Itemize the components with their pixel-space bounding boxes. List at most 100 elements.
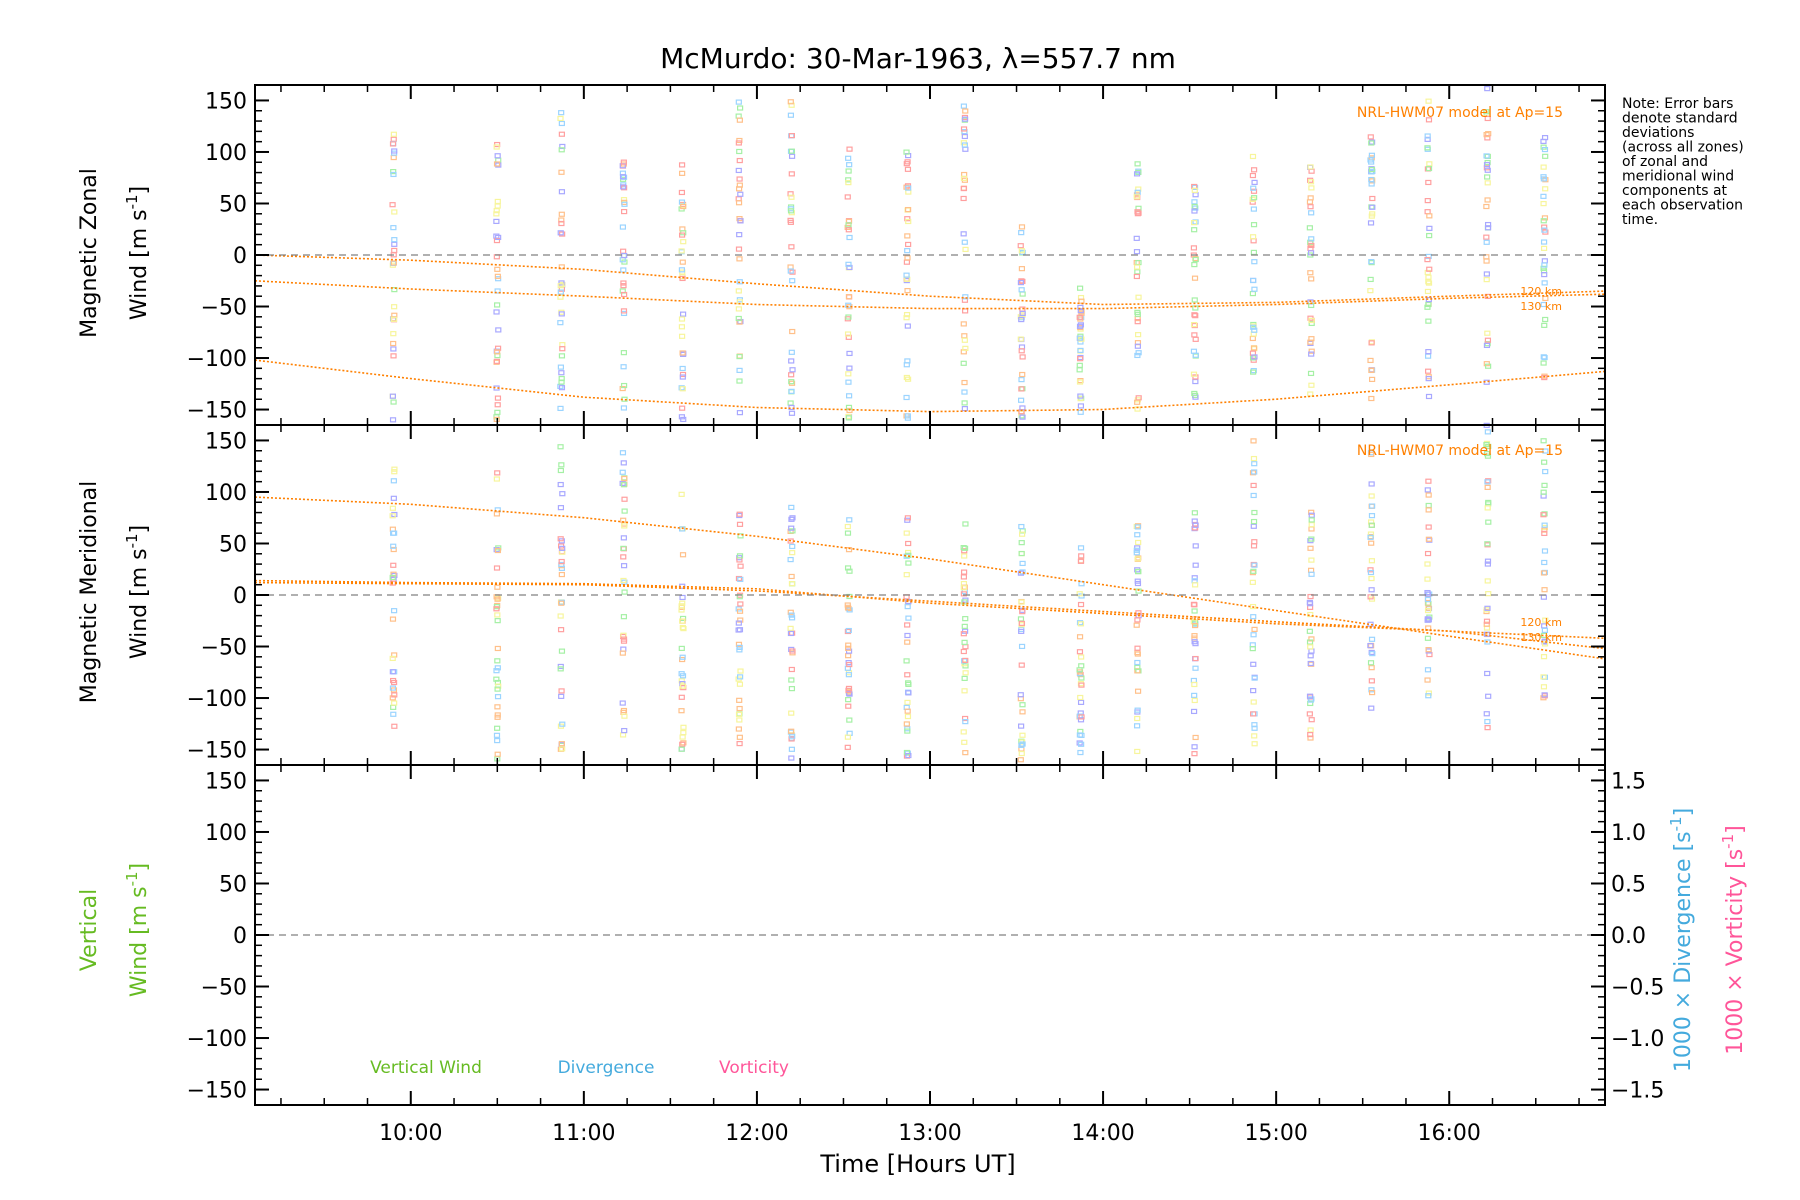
obs-point <box>620 308 628 314</box>
obs-point <box>962 345 969 351</box>
obs-point <box>1077 621 1085 627</box>
obs-point <box>1077 393 1084 399</box>
obs-point <box>1017 243 1024 249</box>
obs-point <box>494 203 501 209</box>
obs-point <box>558 741 565 747</box>
obs-point <box>494 725 501 731</box>
obs-point <box>903 272 910 278</box>
obs-point <box>1367 643 1374 649</box>
obs-point <box>1424 133 1431 139</box>
obs-point <box>1368 481 1375 487</box>
obs-point <box>1367 357 1374 364</box>
obs-point <box>1483 342 1491 349</box>
obs-point <box>736 627 744 633</box>
meridional-ylabel-line2-group: Wind [m s-1] <box>123 525 152 659</box>
obs-point <box>620 707 628 714</box>
obs-point <box>1368 181 1375 187</box>
obs-point <box>1484 484 1491 490</box>
obs-point <box>735 315 742 322</box>
x-tick-label: 14:00 <box>1071 1121 1134 1146</box>
zonal-ylabel-end: ] <box>127 186 152 195</box>
obs-point <box>558 370 565 376</box>
obs-point <box>905 206 912 213</box>
obs-point <box>390 316 398 322</box>
obs-point <box>391 287 398 293</box>
obs-point <box>1542 153 1549 159</box>
obs-point <box>845 415 852 421</box>
obs-point <box>621 185 628 191</box>
obs-point <box>962 670 969 676</box>
x-axis-label: Time [Hours UT] <box>819 1150 1015 1178</box>
obs-point <box>1135 332 1142 338</box>
obs-point <box>1424 288 1432 295</box>
obs-point <box>788 686 796 692</box>
obs-point <box>1484 115 1491 122</box>
obs-point <box>961 661 968 667</box>
obs-point <box>788 349 795 355</box>
vorticity-ylabel-sup: -1 <box>1719 834 1737 849</box>
obs-point <box>1250 167 1258 173</box>
obs-point <box>493 211 500 217</box>
obs-point <box>1251 286 1258 292</box>
obs-point <box>389 695 396 701</box>
obs-point <box>903 658 910 664</box>
obs-point <box>788 148 795 154</box>
obs-point <box>389 513 396 519</box>
obs-point <box>961 239 968 245</box>
y-tick-label: 0 <box>233 924 247 949</box>
obs-point <box>737 191 744 197</box>
obs-point <box>495 162 502 168</box>
obs-point <box>736 367 743 374</box>
obs-point <box>1135 350 1142 356</box>
obs-point <box>1485 693 1492 699</box>
obs-point <box>1250 277 1257 284</box>
obs-point <box>736 232 743 238</box>
obs-point <box>788 573 795 580</box>
obs-point <box>558 385 566 391</box>
obs-point <box>1424 607 1432 614</box>
obs-point <box>845 222 852 228</box>
obs-point <box>1307 653 1314 659</box>
x-tick-label: 11:00 <box>552 1121 615 1146</box>
obs-point <box>962 719 969 725</box>
obs-point <box>903 311 911 318</box>
obs-point <box>960 175 968 181</box>
obs-point <box>391 530 398 536</box>
obs-point <box>1018 620 1025 626</box>
obs-point <box>788 677 795 683</box>
obs-point <box>493 511 501 517</box>
obs-point <box>620 405 628 411</box>
note-line: time. <box>1622 212 1658 228</box>
obs-point <box>389 574 396 581</box>
obs-point <box>558 561 565 568</box>
obs-point <box>620 460 627 466</box>
obs-point <box>1017 314 1024 320</box>
obs-point <box>1251 195 1258 201</box>
meridional-ylabel-line1-group: Magnetic Meridional <box>77 481 102 703</box>
obs-point <box>391 692 398 698</box>
obs-point <box>1133 273 1140 280</box>
obs-point <box>736 353 743 360</box>
obs-point <box>1307 700 1314 707</box>
obs-point <box>1018 550 1025 557</box>
obs-point <box>390 478 397 484</box>
obs-point <box>1077 356 1084 362</box>
obs-point <box>559 143 566 150</box>
obs-point <box>1250 711 1257 717</box>
obs-point <box>1484 479 1491 485</box>
obs-point <box>678 333 686 339</box>
obs-point <box>1249 579 1256 585</box>
obs-point <box>960 648 967 655</box>
obs-point <box>1191 744 1198 750</box>
obs-point <box>961 553 968 559</box>
vertical-ylabel-end: ] <box>127 863 152 872</box>
obs-point <box>788 244 795 250</box>
obs-point <box>1078 741 1085 747</box>
obs-point <box>1484 718 1491 725</box>
obs-point <box>678 491 685 497</box>
obs-point <box>1251 354 1258 360</box>
obs-point <box>1077 347 1084 354</box>
obs-point <box>1540 245 1548 251</box>
obs-point <box>735 306 742 312</box>
